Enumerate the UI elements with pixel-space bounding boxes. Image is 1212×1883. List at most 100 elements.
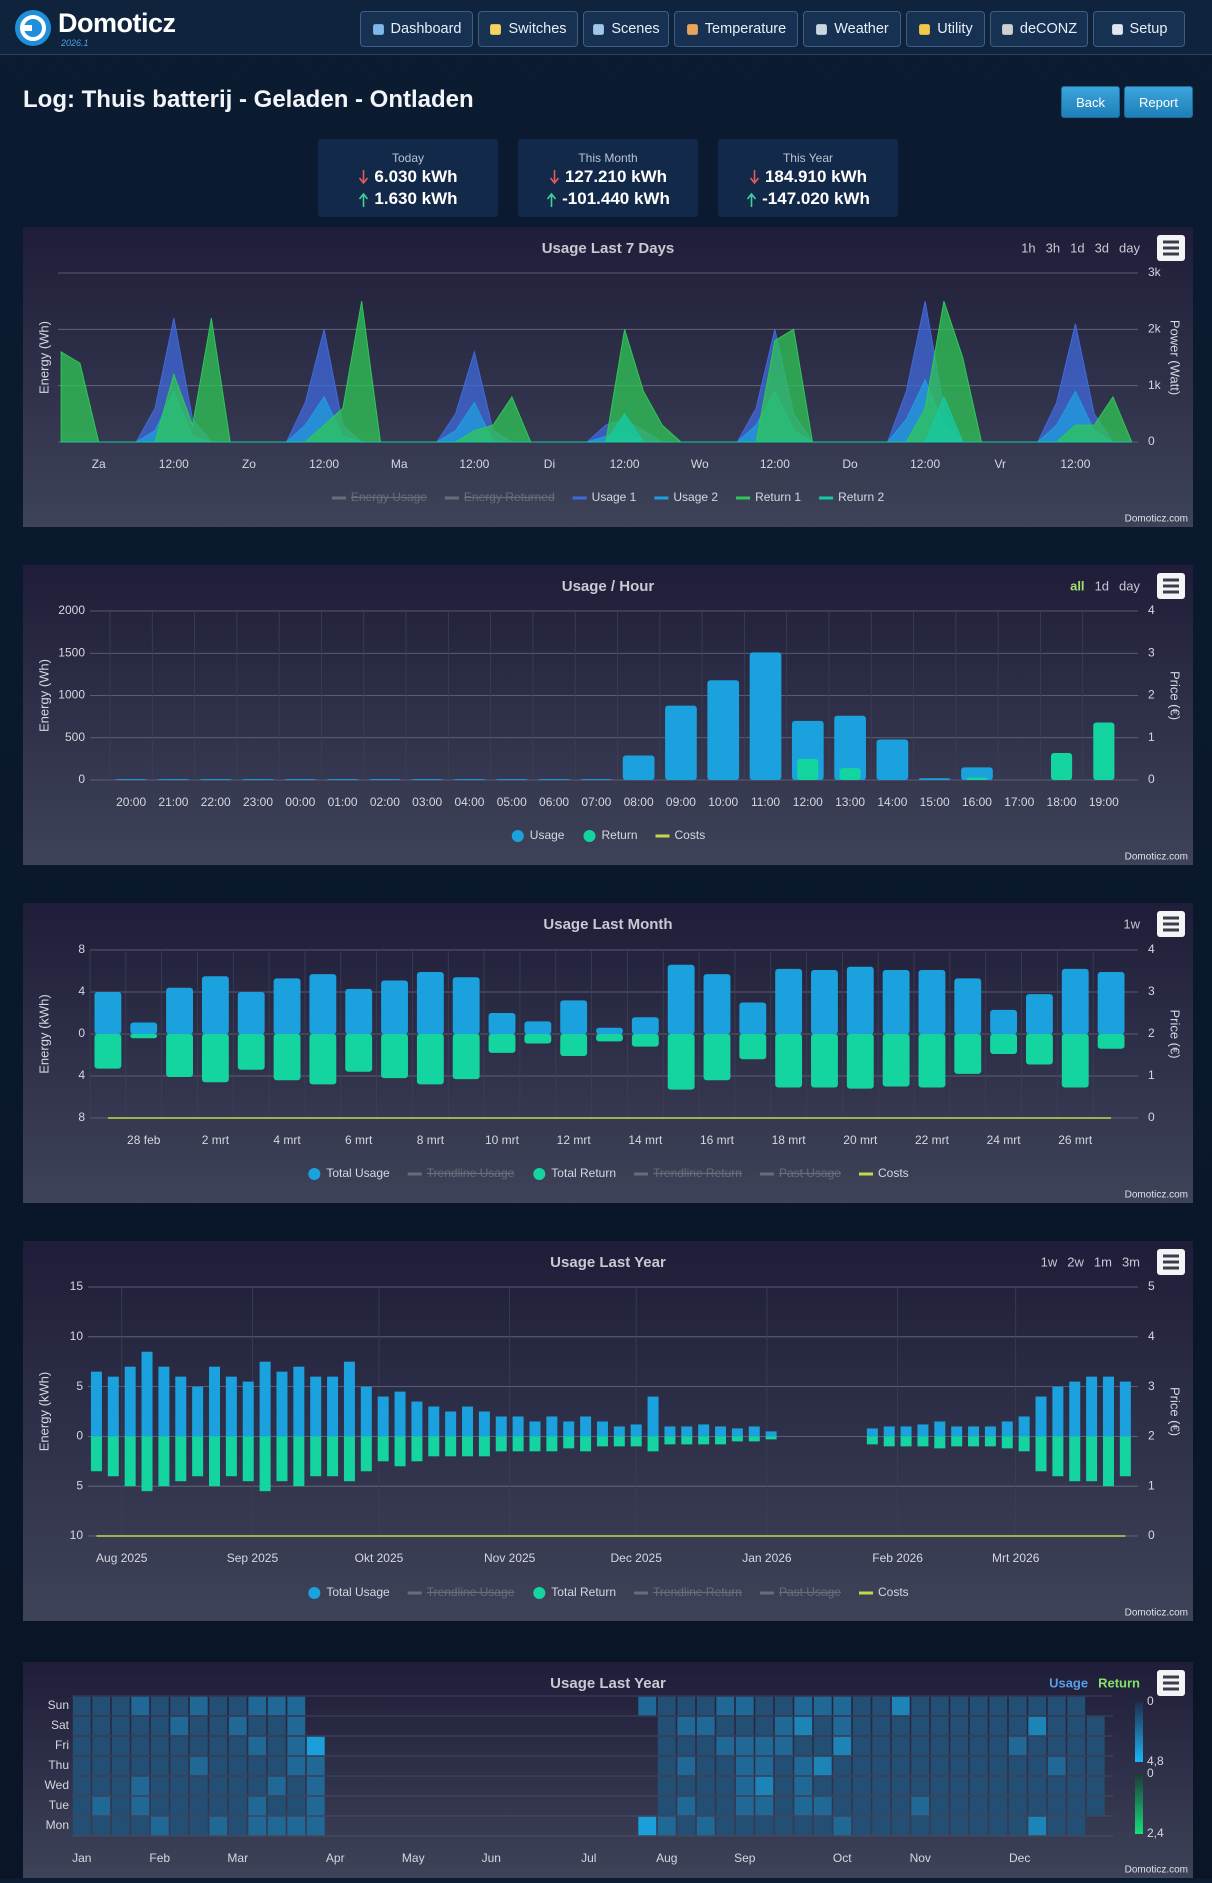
nav-button[interactable]: Weather <box>803 11 901 47</box>
menu-button[interactable] <box>1157 911 1185 937</box>
range-button[interactable]: day <box>1119 240 1140 255</box>
back-button[interactable]: Back <box>1061 86 1120 118</box>
legend-item[interactable]: Total Usage <box>308 1585 390 1599</box>
legend-label: Return 1 <box>755 490 801 504</box>
heat-cell <box>228 1796 247 1816</box>
range-button[interactable]: 3d <box>1095 240 1109 255</box>
legend-item[interactable]: Total Usage <box>308 1166 390 1180</box>
bar <box>918 778 951 780</box>
range-button[interactable]: 2w <box>1067 1254 1084 1269</box>
legend-item[interactable]: Energy Usage <box>331 490 427 504</box>
bar <box>951 1436 963 1447</box>
bar <box>259 1361 271 1437</box>
legend-item[interactable]: Costs <box>655 828 706 842</box>
menu-bar <box>1163 1687 1179 1691</box>
y-tick-label: 10 <box>70 1528 84 1542</box>
range-button[interactable]: 1d <box>1095 578 1109 593</box>
bar <box>1102 1436 1114 1487</box>
heat-cell <box>150 1696 169 1716</box>
nav-button[interactable]: Temperature <box>674 11 798 47</box>
heat-cell <box>287 1716 306 1736</box>
legend-item[interactable]: Usage 2 <box>654 490 718 504</box>
menu-button[interactable] <box>1157 1249 1185 1275</box>
menu-bar <box>1163 1254 1179 1258</box>
nav-button[interactable]: Utility <box>906 11 985 47</box>
heat-cell <box>911 1816 930 1836</box>
x-tick-label: 12 mrt <box>557 1133 592 1147</box>
legend-item[interactable]: Trendline Return <box>634 1166 742 1180</box>
y2-axis-title: Power (Watt) <box>1168 320 1183 395</box>
legend-item[interactable]: Total Return <box>533 1585 616 1599</box>
range-button[interactable]: 1h <box>1021 240 1035 255</box>
nav-button[interactable]: Setup <box>1093 11 1185 47</box>
legend-item[interactable]: Usage <box>511 828 565 842</box>
heat-cell <box>209 1816 228 1836</box>
legend-label: Total Usage <box>326 1166 390 1180</box>
bar <box>411 1436 423 1462</box>
bar <box>917 1436 929 1447</box>
range-button[interactable]: 3m <box>1122 1254 1140 1269</box>
bar <box>968 1436 980 1447</box>
arrow <box>749 169 760 184</box>
range-button[interactable]: 3h <box>1046 240 1060 255</box>
legend-item[interactable]: Costs <box>858 1585 909 1599</box>
heat-cell <box>794 1756 813 1776</box>
bar <box>900 1436 912 1447</box>
legend-item[interactable]: Trendline Usage <box>407 1166 515 1180</box>
menu-button[interactable] <box>1157 235 1185 261</box>
heat-cell <box>267 1716 286 1736</box>
heat-cell <box>131 1756 150 1776</box>
legend-item[interactable]: Return <box>583 828 638 842</box>
legend-symbol <box>511 830 524 842</box>
heat-cell <box>930 1756 949 1776</box>
legend-item[interactable]: Past Usage <box>759 1166 841 1180</box>
nav-button[interactable]: deCONZ <box>990 11 1088 47</box>
range-button[interactable]: 1d <box>1070 240 1084 255</box>
nav-button[interactable]: Scenes <box>583 11 669 47</box>
nav-button[interactable]: Dashboard <box>360 11 473 47</box>
x-tick-label: 01:00 <box>328 795 358 809</box>
bar <box>918 969 946 1034</box>
report-button[interactable]: Report <box>1123 86 1193 118</box>
legend-item[interactable]: Energy Returned <box>444 490 555 504</box>
heat-cell <box>1086 1736 1105 1756</box>
bar <box>1050 752 1073 780</box>
heat-cell <box>872 1736 891 1756</box>
range-button[interactable]: all <box>1070 578 1084 593</box>
legend-item[interactable]: Return 2 <box>819 490 884 504</box>
nav-icon <box>1001 23 1013 35</box>
legend-item[interactable]: Return 1 <box>736 490 801 504</box>
legend-item[interactable]: Costs <box>858 1166 909 1180</box>
legend-item[interactable]: Trendline Return <box>634 1585 742 1599</box>
heat-cell <box>267 1776 286 1796</box>
heat-cell <box>1086 1756 1105 1776</box>
range-button[interactable]: 1w <box>1041 1254 1058 1269</box>
legend-item[interactable]: Past Usage <box>759 1585 841 1599</box>
range-button[interactable]: 1w <box>1123 916 1140 931</box>
heat-cell <box>872 1696 891 1716</box>
legend-item[interactable]: Return <box>1098 1675 1140 1690</box>
bar <box>563 1421 575 1437</box>
legend-item[interactable]: Trendline Usage <box>407 1585 515 1599</box>
heat-cell <box>735 1736 754 1756</box>
heat-cell <box>774 1696 793 1716</box>
menu-button[interactable] <box>1157 1670 1185 1696</box>
bar <box>175 1436 187 1482</box>
bar <box>846 1034 874 1089</box>
heat-cell <box>306 1776 325 1796</box>
heat-cell <box>852 1776 871 1796</box>
range-button[interactable]: 1m <box>1094 1254 1112 1269</box>
brand: Domoticz <box>58 8 176 38</box>
y-axis-title: Energy (Wh) <box>36 659 51 732</box>
legend-item[interactable]: Usage 1 <box>572 490 637 504</box>
menu-button[interactable] <box>1157 573 1185 599</box>
bar <box>647 1396 659 1437</box>
legend-item[interactable]: Total Return <box>533 1166 616 1180</box>
range-button[interactable]: day <box>1119 578 1140 593</box>
bar <box>882 969 910 1034</box>
row-label: Thu <box>48 1758 69 1772</box>
bar <box>276 1436 288 1482</box>
nav-button[interactable]: Switches <box>478 11 578 47</box>
bar <box>917 1424 929 1437</box>
legend-item[interactable]: Usage <box>1049 1675 1088 1690</box>
